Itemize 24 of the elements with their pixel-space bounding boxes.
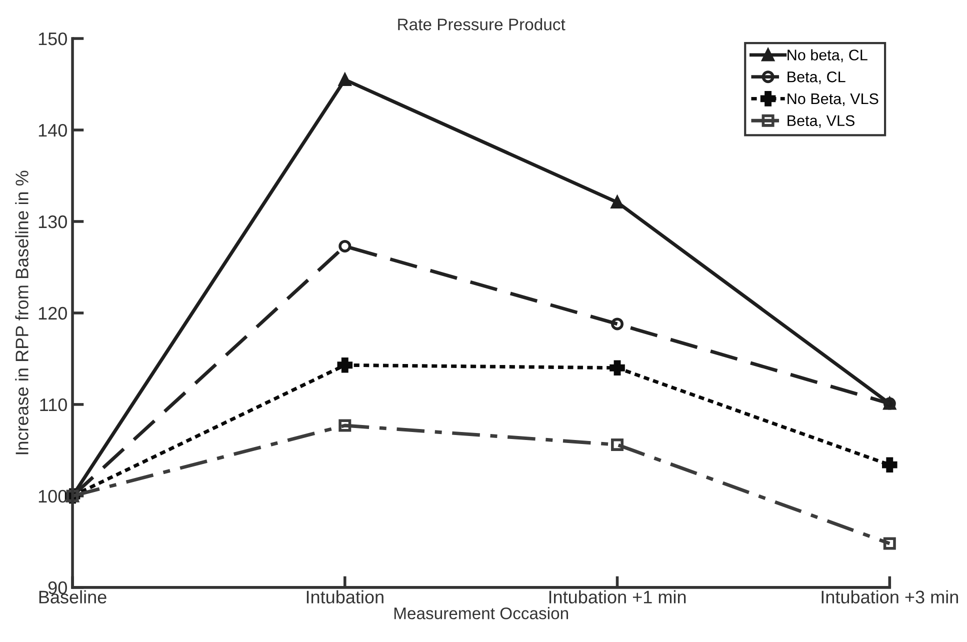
x-tick-label: Intubation <box>306 590 384 604</box>
point <box>337 357 353 373</box>
y-tick-label: 110 <box>40 398 67 412</box>
y-tick-label: 120 <box>38 306 67 320</box>
x-tick-label: Intubation +3 min <box>822 590 958 604</box>
x-tick-label: Intubation +1 min <box>549 590 686 604</box>
point <box>883 537 896 550</box>
point <box>338 73 352 86</box>
legend-label: No Beta, VLS <box>788 93 878 106</box>
y-axis-title: Increase in RPP from Baseline in % <box>15 170 28 454</box>
point <box>882 457 898 472</box>
point <box>338 240 352 252</box>
legend-label: No beta, CL <box>788 49 868 62</box>
point <box>610 360 625 376</box>
point <box>338 419 352 432</box>
y-tick-label: 140 <box>38 124 67 137</box>
point <box>611 318 624 330</box>
x-axis-title: Measurement Occasion <box>394 607 568 620</box>
legend-label: Beta, CL <box>788 72 846 84</box>
y-tick-label: 130 <box>38 215 67 228</box>
chart-title: Rate Pressure Product <box>398 18 566 30</box>
y-tick-label: 150 <box>38 32 67 46</box>
point <box>611 438 624 451</box>
legend-label: Beta, VLS <box>788 115 854 128</box>
